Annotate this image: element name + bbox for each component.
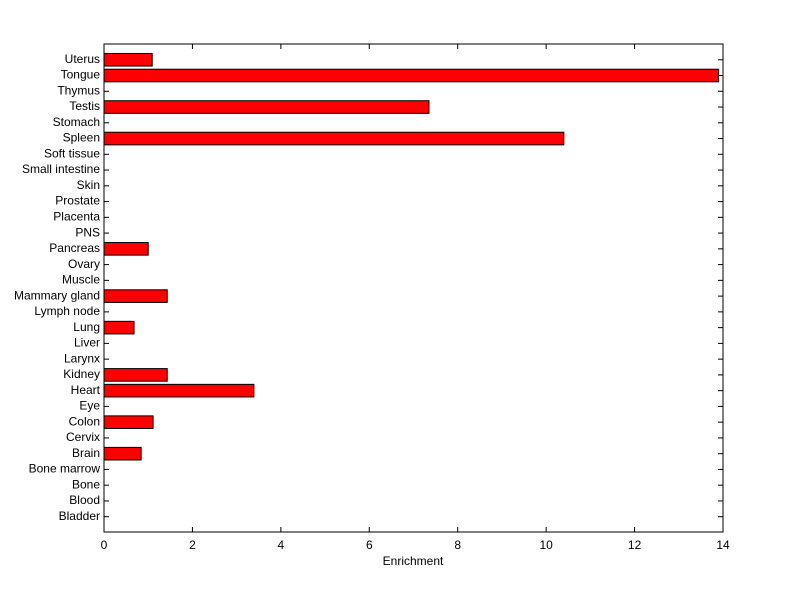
y-tick-label: Ovary (68, 257, 100, 271)
y-tick-label: Lymph node (34, 304, 100, 318)
y-tick-label: Kidney (63, 367, 100, 381)
y-tick-label: Lung (73, 320, 100, 334)
y-tick-label: Brain (72, 446, 100, 460)
y-tick-label: Spleen (63, 131, 100, 145)
y-tick-label: Eye (79, 399, 100, 413)
plot-frame (103, 43, 724, 533)
bar (103, 52, 153, 67)
x-tick-label: 10 (539, 538, 553, 552)
x-tick-label: 4 (278, 538, 285, 552)
y-tick-label: Muscle (62, 273, 100, 287)
y-tick-label: Cervix (66, 430, 100, 444)
y-tick-label: Thymus (57, 83, 100, 97)
bar (103, 383, 255, 398)
y-tick-label: Placenta (53, 210, 100, 224)
y-tick-label: Liver (74, 336, 100, 350)
x-tick-label: 8 (454, 538, 461, 552)
y-tick-label: Colon (69, 414, 100, 428)
bar (103, 68, 720, 83)
y-tick-label: Bone marrow (29, 462, 101, 476)
bar (103, 100, 430, 114)
y-tick-label: Testis (69, 99, 100, 113)
x-tick-label: 6 (366, 538, 373, 552)
y-tick-label: Pancreas (49, 241, 100, 255)
y-tick-label: Uterus (65, 52, 100, 66)
x-tick-label: 2 (189, 538, 196, 552)
y-tick-label: Small intestine (22, 162, 100, 176)
bar (103, 446, 142, 461)
x-tick-label: 14 (716, 538, 730, 552)
bar (103, 320, 135, 335)
y-tick-label: Bone (72, 477, 100, 491)
y-tick-label: Stomach (53, 115, 100, 129)
y-tick-label: Heart (71, 383, 101, 397)
bar (103, 415, 154, 429)
y-tick-label: Skin (77, 178, 100, 192)
bar (103, 368, 168, 382)
y-tick-label: Tongue (61, 68, 101, 82)
x-tick-label: 0 (101, 538, 108, 552)
bar (103, 242, 149, 256)
y-tick-label: Mammary gland (14, 288, 100, 302)
x-axis-label: Enrichment (383, 554, 444, 568)
y-tick-label: Bladder (59, 509, 100, 523)
bar (103, 289, 168, 303)
y-tick-label: PNS (75, 225, 100, 239)
bar (103, 131, 565, 146)
x-tick-label: 12 (628, 538, 642, 552)
y-tick-label: Larynx (64, 351, 100, 365)
y-tick-label: Soft tissue (44, 146, 100, 160)
y-tick-label: Blood (69, 493, 100, 507)
y-tick-label: Prostate (55, 194, 100, 208)
